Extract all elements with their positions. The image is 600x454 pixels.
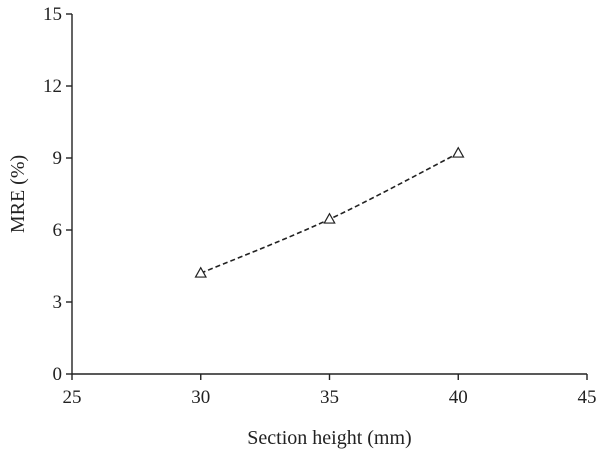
y-tick-label: 15 — [43, 4, 62, 25]
data-point-triangle — [452, 146, 465, 158]
x-ticks: 25 30 35 40 45 — [63, 374, 597, 408]
x-axis-title: Section height (mm) — [247, 427, 411, 449]
y-ticks: 0 3 6 9 12 15 — [43, 4, 72, 385]
data-point-triangle — [323, 212, 336, 224]
y-tick-label: 6 — [53, 220, 63, 241]
y-tick-label: 3 — [53, 292, 63, 313]
y-tick-label: 12 — [43, 76, 62, 97]
y-tick-label: 0 — [53, 364, 63, 385]
series-layer — [194, 146, 465, 278]
x-tick-label: 25 — [63, 387, 82, 408]
data-point-triangle — [194, 266, 207, 278]
axes — [71, 14, 587, 375]
x-tick-label: 40 — [449, 387, 468, 408]
y-tick-label: 9 — [53, 148, 63, 169]
y-axis-title: MRE (%) — [7, 155, 29, 233]
x-tick-label: 45 — [578, 387, 597, 408]
x-tick-label: 30 — [191, 387, 210, 408]
x-tick-label: 35 — [320, 387, 339, 408]
